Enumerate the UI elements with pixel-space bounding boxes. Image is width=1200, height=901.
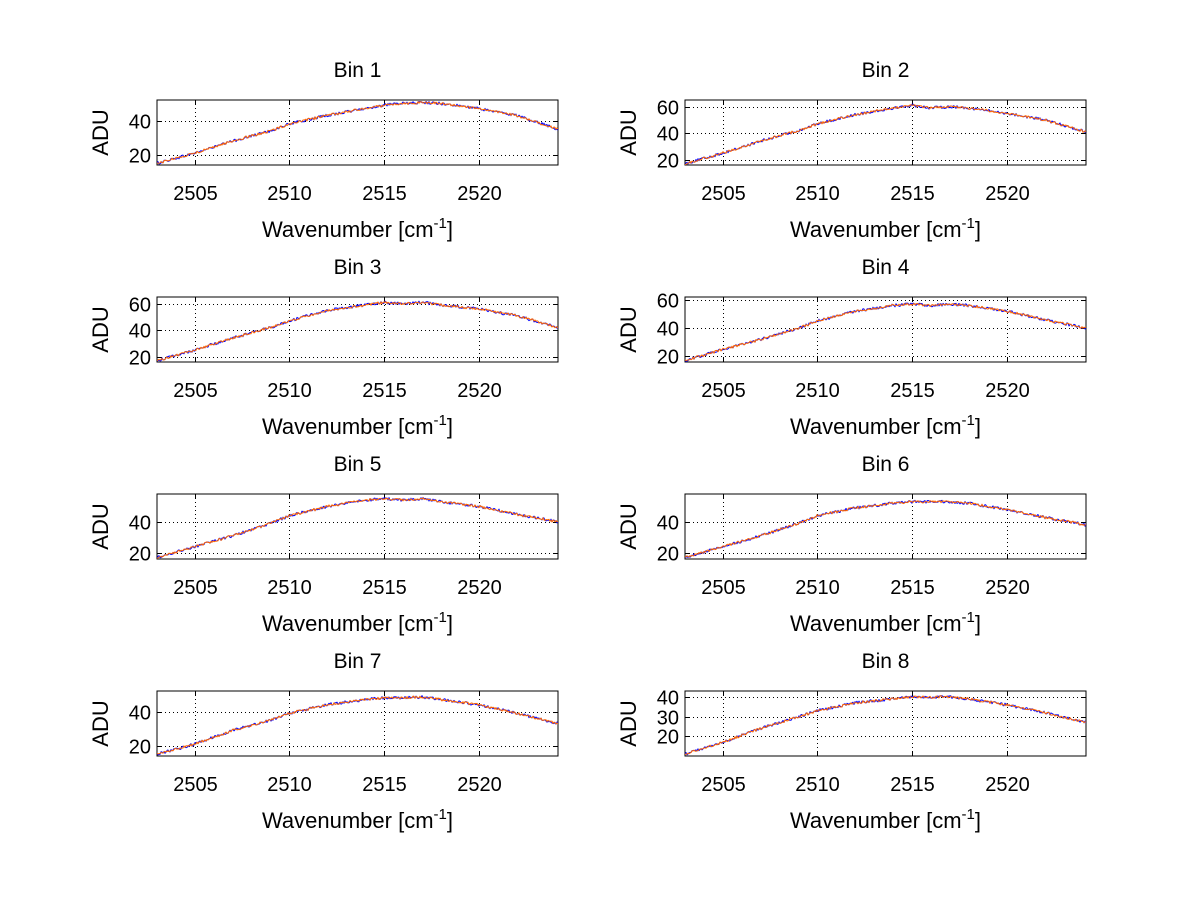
axes-frame-bin-8	[684, 690, 1087, 757]
x-tick-label: 2520	[457, 380, 502, 402]
x-tick-label: 2515	[362, 774, 407, 796]
x-tick-label: 2505	[173, 774, 218, 796]
x-tick-label: 2510	[795, 577, 840, 599]
axes-frame-bin-4	[684, 296, 1087, 363]
x-tick-label: 2505	[701, 183, 746, 205]
y-tick-label: 40	[129, 321, 151, 343]
y-tick-label: 40	[129, 703, 151, 725]
y-tick-label: 20	[129, 544, 151, 566]
plot-title-bin-1: Bin 1	[334, 59, 382, 82]
x-tick-label: 2505	[701, 774, 746, 796]
y-tick-label: 40	[657, 513, 679, 535]
subplot-bin-7: 2505 2510 2515 2520 20 40 Bin 7 Wavenumber [cm-…	[88, 650, 559, 833]
series-line-2-bin-7	[157, 695, 558, 755]
x-tick-label: 2510	[267, 774, 312, 796]
y-tick-label: 60	[129, 295, 151, 317]
x-axis-label: Wavenumber [cm-1]	[262, 412, 453, 439]
y-tick-label: 20	[657, 347, 679, 369]
axes-frame-bin-2	[684, 99, 1087, 166]
plot-title-bin-5: Bin 5	[334, 453, 382, 476]
x-tick-label: 2515	[890, 380, 935, 402]
y-tick-label: 20	[657, 544, 679, 566]
y-axis-label: ADU	[616, 503, 641, 549]
y-axis-label: ADU	[616, 306, 641, 352]
y-tick-label: 30	[657, 708, 679, 730]
y-tick-label: 60	[657, 98, 679, 120]
axes-frame-bin-3	[156, 296, 559, 363]
x-tick-label: 2505	[173, 380, 218, 402]
y-tick-label: 60	[657, 291, 679, 313]
x-tick-label: 2520	[985, 380, 1030, 402]
x-tick-label: 2515	[362, 183, 407, 205]
y-tick-label: 40	[657, 688, 679, 710]
x-tick-label: 2505	[173, 577, 218, 599]
x-tick-label: 2520	[985, 577, 1030, 599]
x-tick-label: 2510	[795, 380, 840, 402]
x-tick-label: 2515	[890, 183, 935, 205]
x-tick-label: 2520	[985, 774, 1030, 796]
subplot-bin-4: 2505 2510 2515 2520 20 40 60 Bin 4 Wavenumber [c…	[616, 256, 1087, 439]
y-tick-label: 20	[129, 737, 151, 759]
subplot-bin-5: 2505 2510 2515 2520 20 40 Bin 5 Wavenumber [cm-…	[88, 453, 559, 636]
x-tick-label: 2505	[701, 577, 746, 599]
x-tick-label: 2510	[795, 774, 840, 796]
x-tick-label: 2515	[890, 774, 935, 796]
subplot-bin-3: 2505 2510 2515 2520 20 40 60 Bin 3 Wavenumber [c…	[88, 256, 559, 439]
subplot-bin-6: 2505 2510 2515 2520 20 40 Bin 6 Wavenumber [cm-…	[616, 453, 1087, 636]
y-tick-label: 20	[129, 146, 151, 168]
x-tick-label: 2520	[457, 774, 502, 796]
plot-title-bin-4: Bin 4	[862, 256, 910, 279]
y-tick-label: 20	[657, 727, 679, 749]
y-axis-label: ADU	[616, 700, 641, 746]
x-axis-label: Wavenumber [cm-1]	[262, 609, 453, 636]
x-axis-label: Wavenumber [cm-1]	[262, 806, 453, 833]
y-axis-label: ADU	[88, 109, 113, 155]
x-tick-label: 2515	[362, 577, 407, 599]
y-axis-label: ADU	[88, 503, 113, 549]
y-tick-label: 40	[657, 124, 679, 146]
y-tick-label: 20	[129, 348, 151, 370]
series-line-2-bin-4	[685, 302, 1086, 362]
x-tick-label: 2510	[267, 380, 312, 402]
x-axis-label: Wavenumber [cm-1]	[262, 215, 453, 242]
y-tick-label: 20	[657, 151, 679, 173]
series-line-2-bin-6	[685, 500, 1086, 558]
x-axis-label: Wavenumber [cm-1]	[790, 215, 981, 242]
series-line-2-bin-3	[157, 301, 558, 362]
subplot-bin-1: 2505 2510 2515 2520 20 40 Bin 1 Wavenumber [cm-…	[88, 59, 559, 242]
series-line-2-bin-2	[685, 104, 1086, 165]
y-tick-label: 40	[129, 112, 151, 134]
subplot-bin-2: 2505 2510 2515 2520 20 40 60 Bin 2 Wavenumber [c…	[616, 59, 1087, 242]
x-axis-label: Wavenumber [cm-1]	[790, 806, 981, 833]
x-tick-label: 2510	[267, 183, 312, 205]
x-tick-label: 2515	[890, 577, 935, 599]
x-tick-label: 2515	[362, 380, 407, 402]
x-tick-label: 2510	[795, 183, 840, 205]
plot-title-bin-6: Bin 6	[862, 453, 910, 476]
series-line-2-bin-8	[685, 695, 1086, 755]
x-tick-label: 2520	[457, 183, 502, 205]
y-axis-label: ADU	[88, 700, 113, 746]
plot-title-bin-3: Bin 3	[334, 256, 382, 279]
x-tick-label: 2520	[985, 183, 1030, 205]
plot-title-bin-2: Bin 2	[862, 59, 910, 82]
y-tick-label: 40	[129, 513, 151, 535]
x-tick-label: 2505	[701, 380, 746, 402]
series-line-2-bin-1	[157, 101, 558, 164]
axes-frame-bin-5	[156, 493, 559, 560]
x-tick-label: 2505	[173, 183, 218, 205]
x-tick-label: 2510	[267, 577, 312, 599]
series-line-2-bin-5	[157, 497, 558, 559]
y-tick-label: 40	[657, 319, 679, 341]
x-axis-label: Wavenumber [cm-1]	[790, 412, 981, 439]
plot-title-bin-8: Bin 8	[862, 650, 910, 673]
x-tick-label: 2520	[457, 577, 502, 599]
y-axis-label: ADU	[88, 306, 113, 352]
plot-title-bin-7: Bin 7	[334, 650, 382, 673]
y-axis-label: ADU	[616, 109, 641, 155]
x-axis-label: Wavenumber [cm-1]	[790, 609, 981, 636]
